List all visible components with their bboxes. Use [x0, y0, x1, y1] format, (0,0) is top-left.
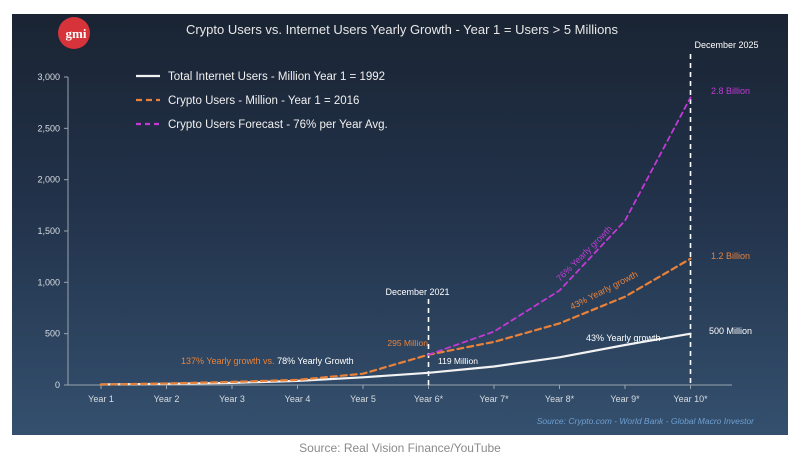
y-tick-label: 2,500 — [37, 123, 60, 133]
annotation-growth-comparison: 137% Yearly growth vs. 78% Yearly Growth — [181, 356, 354, 366]
legend-label: Crypto Users - Million - Year 1 = 2016 — [168, 95, 359, 107]
x-tick-label: Year 10* — [673, 394, 708, 404]
series-line-crypto-forecast — [427, 96, 692, 356]
logo-circle — [58, 17, 90, 49]
x-tick-label: Year 3 — [219, 394, 245, 404]
x-tick-label: Year 9* — [610, 394, 640, 404]
annotation-internet-growth: 43% Yearly growth — [586, 333, 661, 343]
y-tick-label: 0 — [55, 380, 60, 390]
legend: Total Internet Users - Million Year 1 = … — [136, 71, 388, 131]
annotation-december-2021: December 2021 — [385, 287, 449, 297]
x-tick-label: Year 7* — [479, 394, 509, 404]
annotation-forecast-growth: 76% Yearly growth — [554, 224, 614, 284]
x-tick-label: Year 6* — [414, 394, 444, 404]
annotation-end-2-8-billion: 2.8 Billion — [711, 86, 750, 96]
annotation-end-500-million: 500 Million — [709, 326, 752, 336]
y-tick-label: 2,000 — [37, 175, 60, 185]
logo: gmi — [58, 17, 90, 49]
annotation-end-1-2-billion: 1.2 Billion — [711, 251, 750, 261]
chart-panel: gmi Crypto Users vs. Internet Users Year… — [12, 14, 788, 435]
legend-label: Crypto Users Forecast - 76% per Year Avg… — [168, 119, 388, 131]
annotation-growth-78: 78% Yearly Growth — [277, 356, 354, 366]
x-tick-label: Year 1 — [88, 394, 114, 404]
x-tick-label: Year 2 — [154, 394, 180, 404]
annotation-internet-119: 119 Million — [438, 356, 478, 366]
source-caption: Source: Real Vision Finance/YouTube — [299, 441, 501, 455]
series-line-crypto-users — [99, 257, 692, 386]
x-tick-label: Year 4 — [285, 394, 311, 404]
annotation-december-2025: December 2025 — [694, 40, 758, 50]
y-tick-label: 1,000 — [37, 277, 60, 287]
y-tick-label: 1,500 — [37, 226, 60, 236]
annotation-growth-137: 137% Yearly growth vs. — [181, 356, 277, 366]
logo-text: gmi — [66, 26, 87, 41]
y-tick-label: 500 — [45, 329, 60, 339]
series-line-internet-users — [99, 332, 692, 386]
y-tick-label: 3,000 — [37, 72, 60, 82]
annotation-crypto-295: 295 Million — [387, 338, 428, 348]
x-tick-label: Year 8* — [545, 394, 575, 404]
chart-svg: gmi Crypto Users vs. Internet Users Year… — [37, 17, 759, 426]
annotation-data-source: Source: Crypto.com - World Bank - Global… — [537, 416, 755, 426]
legend-label: Total Internet Users - Million Year 1 = … — [168, 71, 385, 83]
chart-title: Crypto Users vs. Internet Users Yearly G… — [186, 22, 619, 37]
x-tick-label: Year 5 — [350, 394, 376, 404]
